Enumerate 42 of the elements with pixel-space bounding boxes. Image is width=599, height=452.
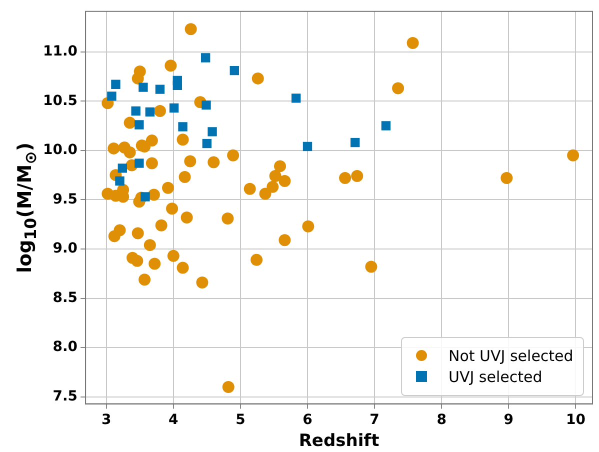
point bbox=[172, 80, 182, 90]
point bbox=[178, 122, 188, 132]
point bbox=[111, 80, 120, 89]
point bbox=[131, 106, 140, 116]
x-axis-title: Redshift bbox=[298, 431, 380, 452]
x-tick-label: 5 bbox=[236, 412, 246, 428]
point bbox=[302, 142, 312, 152]
y-tick-label: 8.0 bbox=[52, 339, 78, 356]
point bbox=[202, 138, 212, 148]
point bbox=[381, 121, 391, 130]
point bbox=[138, 82, 148, 92]
y-tick-label: 9.0 bbox=[52, 240, 78, 257]
x-tick-label: 4 bbox=[168, 412, 179, 428]
y-tick-label: 10.5 bbox=[42, 92, 78, 109]
legend-label: Not UVJ selected bbox=[448, 346, 574, 365]
x-tick-label: 7 bbox=[370, 412, 380, 428]
point bbox=[292, 94, 301, 103]
point bbox=[134, 158, 144, 168]
point bbox=[145, 107, 155, 117]
legend-label: UVJ selected bbox=[448, 368, 542, 386]
point bbox=[200, 53, 210, 62]
point bbox=[202, 100, 211, 110]
point bbox=[107, 92, 116, 101]
y-tick-label: 7.5 bbox=[52, 388, 78, 405]
point bbox=[155, 84, 165, 94]
point bbox=[230, 66, 240, 76]
y-tick-label: 10.0 bbox=[42, 142, 78, 158]
x-tick-label: 9 bbox=[504, 412, 514, 428]
point bbox=[115, 176, 124, 186]
point bbox=[169, 103, 179, 113]
y-tick-label: 8.5 bbox=[52, 290, 78, 306]
x-tick-label: 10 bbox=[566, 412, 586, 428]
x-tick-label: 8 bbox=[436, 412, 446, 428]
y-tick-label: 11.0 bbox=[42, 43, 78, 60]
point bbox=[118, 164, 128, 173]
point bbox=[134, 120, 144, 130]
y-tick-label: 9.5 bbox=[52, 191, 78, 208]
x-tick-label: 6 bbox=[302, 412, 312, 428]
x-tick-label: 3 bbox=[101, 412, 112, 428]
point bbox=[208, 127, 217, 136]
point bbox=[350, 138, 360, 148]
point bbox=[140, 192, 150, 202]
